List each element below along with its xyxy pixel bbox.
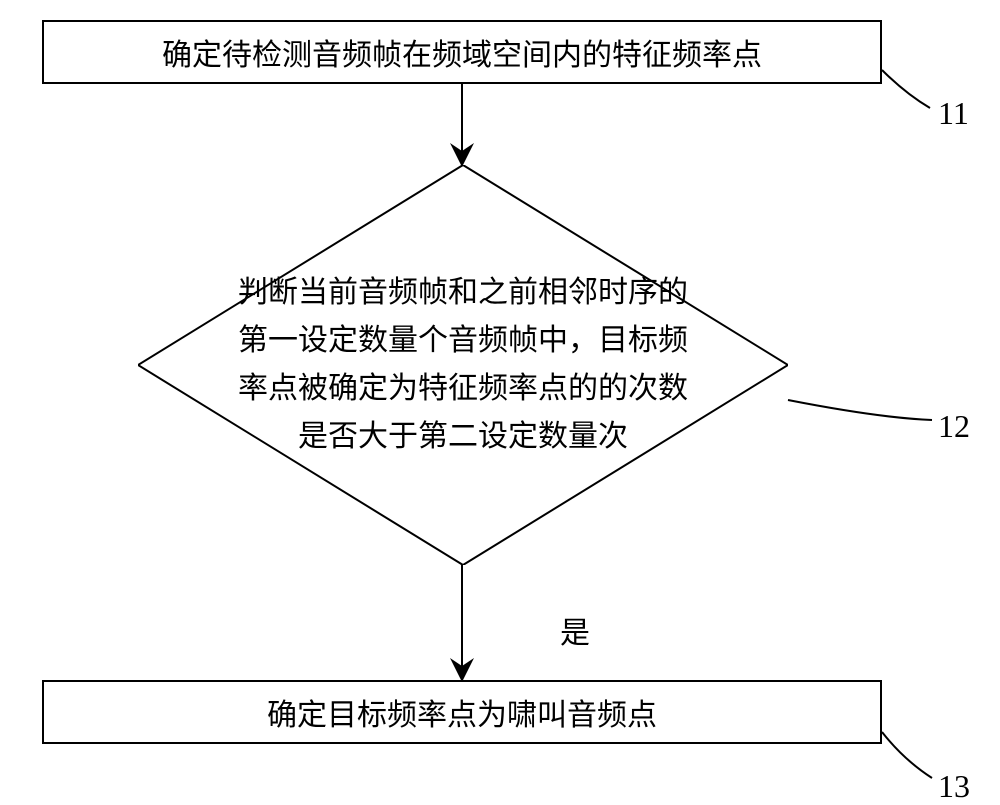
ref-12-text: 12 — [938, 408, 970, 444]
flowchart-canvas: 确定待检测音频帧在频域空间内的特征频率点 判断当前音频帧和之前相邻时序的第一设定… — [0, 0, 1000, 797]
step-1-text: 确定待检测音频帧在频域空间内的特征频率点 — [162, 30, 762, 74]
step-3-box: 确定目标频率点为啸叫音频点 — [42, 680, 882, 744]
step-3-text: 确定目标频率点为啸叫音频点 — [267, 690, 657, 734]
yes-text: 是 — [560, 617, 590, 650]
ref-13-text: 13 — [938, 768, 970, 804]
edge-label-yes: 是 — [560, 608, 590, 652]
ref-label-11: 11 — [938, 95, 969, 132]
ref-11-text: 11 — [938, 95, 969, 131]
step-1-box: 确定待检测音频帧在频域空间内的特征频率点 — [42, 20, 882, 84]
callout-13 — [882, 732, 932, 778]
ref-label-13: 13 — [938, 768, 970, 805]
callout-12 — [788, 400, 932, 420]
ref-label-12: 12 — [938, 408, 970, 445]
decision-text: 判断当前音频帧和之前相邻时序的第一设定数量个音频帧中，目标频率点被确定为特征频率… — [228, 269, 698, 461]
callout-11 — [882, 70, 930, 108]
decision-box: 判断当前音频帧和之前相邻时序的第一设定数量个音频帧中，目标频率点被确定为特征频率… — [138, 165, 788, 565]
